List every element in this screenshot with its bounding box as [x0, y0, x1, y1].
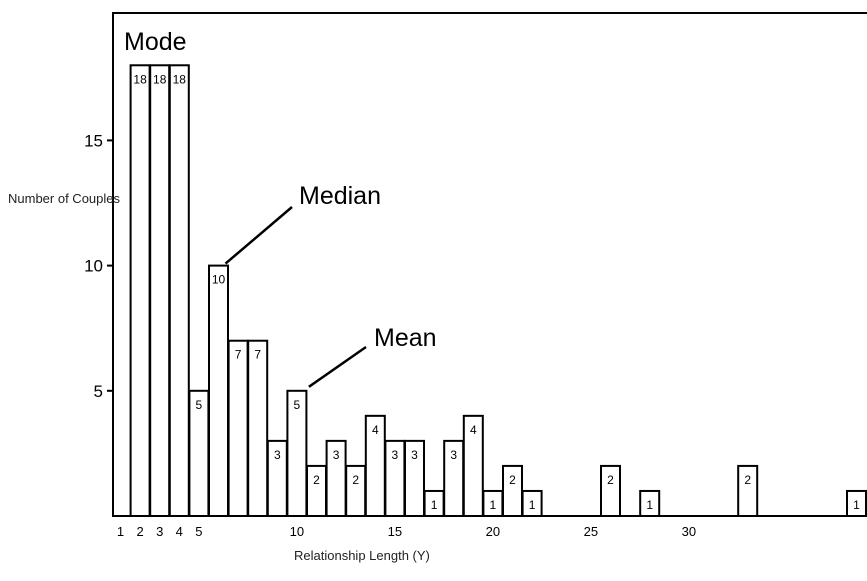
- bar-data-label: 10: [212, 273, 226, 287]
- bar-data-label: 7: [235, 348, 242, 362]
- x-tick-label: 20: [486, 524, 500, 539]
- bar-data-label: 2: [352, 473, 359, 487]
- bar: [227, 339, 249, 517]
- bar: [462, 414, 484, 517]
- bar: [149, 64, 171, 517]
- bar: [737, 464, 759, 518]
- bar-data-label: 3: [392, 448, 399, 462]
- bar-data-label: 2: [509, 473, 516, 487]
- bar: [639, 489, 661, 517]
- bar: [600, 464, 621, 518]
- bar-data-label: 3: [274, 448, 281, 462]
- x-tick-label: 5: [195, 524, 202, 539]
- bar: [846, 489, 867, 517]
- annotations-group: Mode Median Mean: [124, 28, 437, 388]
- bar-data-label: 18: [133, 72, 147, 86]
- bar-data-label: 18: [173, 72, 187, 86]
- x-axis-label: Relationship Length (Y): [294, 548, 430, 563]
- bar-data-label: 2: [607, 473, 614, 487]
- bar-data-label: 7: [254, 348, 261, 362]
- bar: [247, 339, 269, 517]
- x-tick-label: 3: [156, 524, 163, 539]
- bar-data-label: 1: [529, 498, 536, 512]
- bar-data-label: 5: [196, 398, 203, 412]
- x-tick-label: 25: [584, 524, 598, 539]
- bar: [208, 264, 229, 517]
- bar-data-label: 2: [744, 473, 751, 487]
- x-tick-label: 2: [136, 524, 143, 539]
- y-tick-label: 10: [84, 257, 103, 276]
- bar-data-label: 4: [470, 423, 477, 437]
- bar-data-label: 1: [646, 498, 653, 512]
- bar-data-label: 18: [153, 72, 167, 86]
- bar: [129, 64, 151, 517]
- bar-data-label: 2: [313, 473, 320, 487]
- x-tick-label: 4: [176, 524, 183, 539]
- bar: [521, 489, 543, 517]
- y-tick-label: 15: [84, 131, 103, 150]
- x-tick-label: 30: [682, 524, 696, 539]
- annotation-mean: Mean: [374, 324, 437, 352]
- bar-data-label: 3: [333, 448, 340, 462]
- x-tick-label: 10: [290, 524, 304, 539]
- mean-leader-line: [308, 345, 367, 388]
- annotation-median: Median: [299, 182, 381, 210]
- median-leader-line: [224, 206, 293, 265]
- bar-data-label: 1: [853, 498, 860, 512]
- bar-data-label: 1: [431, 498, 438, 512]
- bar: [286, 389, 308, 517]
- x-tick-label: 15: [388, 524, 402, 539]
- bar-data-label: 4: [372, 423, 379, 437]
- bar-data-label: 1: [490, 498, 497, 512]
- y-tick-label: 5: [94, 382, 103, 401]
- bar: [168, 64, 190, 517]
- bar-data-label: 3: [450, 448, 457, 462]
- annotation-mode: Mode: [124, 28, 187, 56]
- bar: [404, 439, 425, 518]
- bar-data-label: 3: [411, 448, 418, 462]
- x-tick-label: 1: [117, 524, 124, 539]
- y-axis-label: Number of Couples: [8, 191, 120, 206]
- bar-data-label: 5: [294, 398, 301, 412]
